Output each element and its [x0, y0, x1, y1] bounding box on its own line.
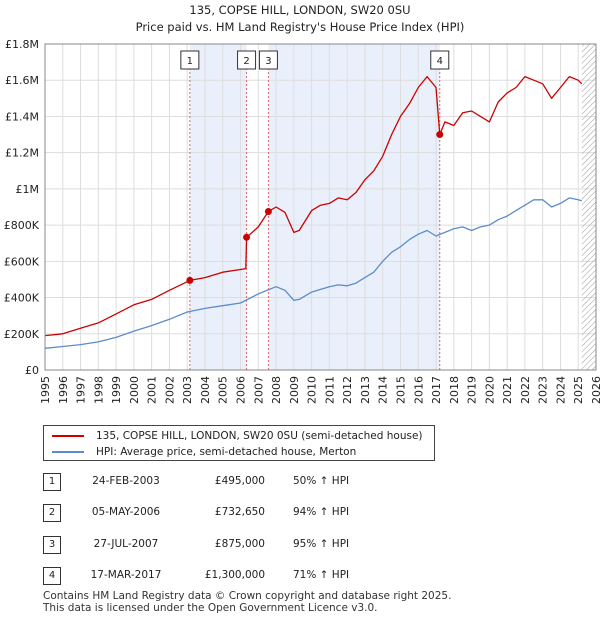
x-tick-label: 2019 [466, 376, 479, 404]
sale-marker-box-3 [258, 50, 278, 70]
table-row: 1 24-FEB-2003 £495,000 50% ↑ HPI [43, 473, 403, 493]
sale-date: 24-FEB-2003 [92, 475, 160, 487]
x-tick-label: 2011 [323, 376, 336, 404]
sale-marker-label-1: 1 [187, 56, 193, 67]
sale-number: 2 [43, 504, 61, 522]
price-chart: 135, COPSE HILL, LONDON, SW20 0SU Price p… [4, 3, 600, 404]
sale-price: £732,650 [214, 506, 265, 518]
sale-price: £495,000 [214, 475, 265, 487]
sale-point-3 [264, 208, 272, 216]
y-tick-label: £400K [4, 292, 40, 305]
x-tick-label: 2006 [235, 376, 248, 404]
x-tick-label: 2002 [163, 376, 176, 404]
footer: Contains HM Land Registry data © Crown c… [43, 590, 451, 614]
x-tick-label: 2018 [448, 376, 461, 404]
x-tick-label: 2026 [590, 376, 600, 404]
future-hatch-region [581, 44, 596, 370]
footer-copyright: Contains HM Land Registry data © Crown c… [43, 590, 452, 602]
x-tick-label: 2015 [394, 376, 407, 404]
sale-date: 17-MAR-2017 [90, 569, 162, 581]
sale-price: £1,300,000 [204, 569, 265, 581]
hpi-line [44, 197, 582, 349]
sale-marker-label-2: 2 [243, 56, 249, 67]
x-tick-label: 2023 [537, 376, 550, 404]
y-tick-label: £1.8M [5, 38, 39, 51]
x-tick-label: 2020 [483, 376, 496, 404]
sale-date: 05-MAY-2006 [91, 506, 161, 518]
shaded-range-2 [268, 44, 440, 370]
sale-marker-label-4: 4 [437, 56, 443, 67]
y-tick-label: £200K [4, 328, 40, 341]
legend-swatch-hpi [52, 451, 84, 453]
legend-item-hpi: HPI: Average price, semi-detached house,… [52, 444, 356, 460]
sale-point-4 [436, 131, 444, 139]
x-tick-label: 2010 [306, 376, 319, 404]
legend-label-property: 135, COPSE HILL, LONDON, SW20 0SU (semi-… [96, 430, 423, 442]
legend: 135, COPSE HILL, LONDON, SW20 0SU (semi-… [43, 425, 435, 461]
legend-item-property: 135, COPSE HILL, LONDON, SW20 0SU (semi-… [52, 428, 423, 444]
x-tick-label: 2022 [519, 376, 532, 404]
sale-date: 27-JUL-2007 [93, 538, 159, 550]
chart-subtitle: Price paid vs. HM Land Registry's House … [136, 20, 465, 34]
sale-number: 1 [43, 473, 61, 491]
shaded-range-1 [189, 44, 247, 370]
sale-point-1 [186, 276, 194, 284]
chart-title: 135, COPSE HILL, LONDON, SW20 0SU [189, 3, 410, 17]
x-tick-label: 2008 [270, 376, 283, 404]
x-tick-label: 1995 [39, 376, 52, 404]
legend-label-hpi: HPI: Average price, semi-detached house,… [96, 446, 357, 458]
x-tick-label: 2012 [341, 376, 354, 404]
x-tick-label: 1998 [92, 376, 105, 404]
x-tick-label: 2021 [501, 376, 514, 404]
table-row: 4 17-MAR-2017 £1,300,000 71% ↑ HPI [43, 567, 403, 587]
legend-swatch-property [52, 435, 84, 437]
x-tick-label: 2005 [217, 376, 230, 404]
sale-hpi-change: 50% ↑ HPI [293, 475, 350, 487]
footer-licence: This data is licensed under the Open Gov… [43, 602, 378, 614]
y-tick-label: £0 [25, 364, 39, 377]
x-tick-label: 1997 [75, 376, 88, 404]
x-tick-label: 2013 [359, 376, 372, 404]
x-tick-label: 2001 [146, 376, 159, 404]
sale-point-2 [243, 233, 251, 241]
x-tick-label: 1999 [110, 376, 123, 404]
sale-number: 3 [43, 536, 61, 554]
x-tick-label: 2014 [377, 376, 390, 404]
table-row: 3 27-JUL-2007 £875,000 95% ↑ HPI [43, 536, 403, 556]
y-tick-label: £800K [4, 219, 40, 232]
x-tick-label: 2000 [128, 376, 141, 404]
plot-frame [44, 43, 597, 371]
sale-marker-label-3: 3 [265, 56, 271, 67]
sale-hpi-change: 71% ↑ HPI [293, 569, 350, 581]
y-tick-label: £1.4M [5, 110, 39, 123]
x-tick-label: 2017 [430, 376, 443, 404]
x-tick-label: 2003 [181, 376, 194, 404]
sale-hpi-change: 94% ↑ HPI [293, 506, 350, 518]
table-row: 2 05-MAY-2006 £732,650 94% ↑ HPI [43, 504, 403, 524]
y-tick-label: £600K [4, 255, 40, 268]
sale-number: 4 [43, 567, 61, 585]
sale-marker-box-4 [430, 50, 450, 70]
x-tick-label: 2025 [572, 376, 585, 404]
y-tick-label: £1.6M [5, 74, 39, 87]
sale-hpi-change: 95% ↑ HPI [293, 538, 350, 550]
x-tick-label: 2024 [554, 376, 567, 404]
sale-price: £875,000 [214, 538, 265, 550]
x-tick-label: 2009 [288, 376, 301, 404]
x-tick-label: 2004 [199, 376, 212, 404]
y-tick-label: £1M [16, 183, 40, 196]
x-tick-label: 2007 [252, 376, 265, 404]
y-tick-label: £1.2M [5, 147, 39, 160]
sale-marker-box-1 [180, 50, 200, 70]
x-tick-label: 1996 [57, 376, 70, 404]
sale-marker-box-2 [237, 50, 257, 70]
property-price-line [44, 75, 583, 337]
x-tick-label: 2016 [412, 376, 425, 404]
